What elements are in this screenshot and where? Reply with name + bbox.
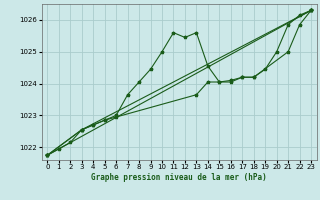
X-axis label: Graphe pression niveau de la mer (hPa): Graphe pression niveau de la mer (hPa): [91, 173, 267, 182]
